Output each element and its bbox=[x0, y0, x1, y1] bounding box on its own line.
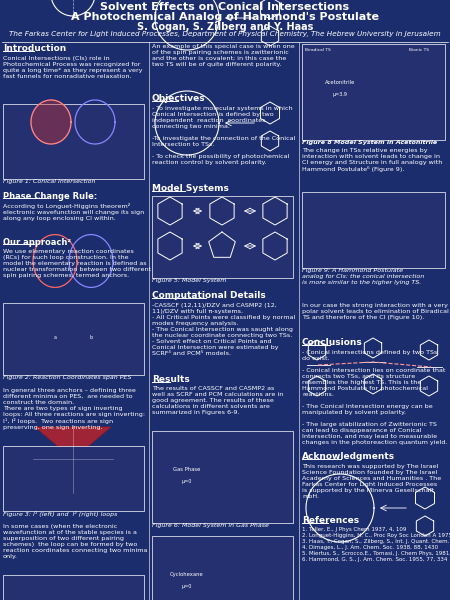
Text: The results of CASSCF and CASMP2 as
well as SCRF and PCM calculations are in
goo: The results of CASSCF and CASMP2 as well… bbox=[152, 386, 284, 415]
Text: Computational Details: Computational Details bbox=[152, 291, 266, 300]
Text: b: b bbox=[90, 335, 93, 340]
Text: In general three anchors – defining three
different minima on PES,  are needed t: In general three anchors – defining thre… bbox=[3, 388, 145, 430]
FancyBboxPatch shape bbox=[152, 536, 293, 600]
Text: Results: Results bbox=[152, 375, 190, 384]
Text: μ=3.9: μ=3.9 bbox=[333, 92, 347, 97]
Text: Figure 1: Conical Intersection: Figure 1: Conical Intersection bbox=[3, 179, 95, 184]
FancyBboxPatch shape bbox=[3, 446, 144, 511]
Polygon shape bbox=[31, 100, 71, 144]
Text: Acetonitrile: Acetonitrile bbox=[325, 80, 355, 85]
Text: Solvent Effects on Conical Intersections: Solvent Effects on Conical Intersections bbox=[100, 2, 350, 12]
Text: In some cases (when the electronic
wavefunction at of the stable species is a
su: In some cases (when the electronic wavef… bbox=[3, 524, 148, 559]
FancyBboxPatch shape bbox=[3, 303, 144, 375]
Text: Phase Change Rule:: Phase Change Rule: bbox=[3, 192, 97, 201]
Text: Figure 3: l¹ (left) and  l² (right) loops: Figure 3: l¹ (left) and l² (right) loops bbox=[3, 511, 117, 517]
FancyBboxPatch shape bbox=[3, 575, 144, 600]
Text: Figure 5: Model System: Figure 5: Model System bbox=[152, 278, 226, 283]
Text: Figure 2: Reaction Coordinates span PES: Figure 2: Reaction Coordinates span PES bbox=[3, 375, 131, 380]
Text: a: a bbox=[54, 335, 57, 340]
Text: We use elementary reaction coordinates
(RCs) for such loop construction. In the
: We use elementary reaction coordinates (… bbox=[3, 249, 151, 278]
FancyBboxPatch shape bbox=[152, 196, 293, 278]
Text: 1. Teller, E., J Phys Chem 1937, 4, 109
2. Longuet-Higgins, H. C., Proc Roy Soc : 1. Teller, E., J Phys Chem 1937, 4, 109 … bbox=[302, 527, 450, 562]
Text: Gas Phase: Gas Phase bbox=[173, 467, 201, 472]
Text: Acknowledgments: Acknowledgments bbox=[302, 452, 395, 461]
Polygon shape bbox=[35, 459, 111, 491]
Text: - To investigate molecular systems in which
Conical Intersection is defined by t: - To investigate molecular systems in wh… bbox=[152, 106, 295, 165]
Text: -CASSCF (12,11)/DZV and CASMP2 (12,
11)/DZV with full π-systems.
- All Critical : -CASSCF (12,11)/DZV and CASMP2 (12, 11)/… bbox=[152, 303, 295, 356]
Text: Conical Intersections (CIs) role in
Photochemical Process was recognized for
qui: Conical Intersections (CIs) role in Phot… bbox=[3, 56, 143, 79]
Text: - Conical intersections defined by two TSs
do exist.

- Conical intersection lie: - Conical intersections defined by two T… bbox=[302, 350, 447, 445]
FancyBboxPatch shape bbox=[3, 104, 144, 179]
Text: This research was supported by The Israel
Science Foundation founded by The Isra: This research was supported by The Israe… bbox=[302, 464, 441, 499]
Text: μ=0: μ=0 bbox=[182, 584, 192, 589]
Text: The Farkas Center for Light Induced Processes, Department of Physical Chemistry,: The Farkas Center for Light Induced Proc… bbox=[9, 31, 441, 37]
Text: Introduction: Introduction bbox=[3, 44, 66, 53]
Text: A Photochemical Analog of Hammond's Postulate: A Photochemical Analog of Hammond's Post… bbox=[71, 12, 379, 22]
Text: The change in TSs relative energies by
interaction with solvent leads to change : The change in TSs relative energies by i… bbox=[302, 148, 442, 172]
Text: Conclusions: Conclusions bbox=[302, 338, 363, 347]
Text: Model Systems: Model Systems bbox=[152, 184, 229, 193]
Text: References: References bbox=[302, 516, 359, 525]
Text: An example of this special case is when one
of the spin pairing schemes is zwitt: An example of this special case is when … bbox=[152, 44, 295, 67]
Text: Figure 8 Model System in Acetonitrile: Figure 8 Model System in Acetonitrile bbox=[302, 140, 437, 145]
Text: Biradical TS: Biradical TS bbox=[305, 48, 331, 52]
FancyBboxPatch shape bbox=[152, 431, 293, 523]
Polygon shape bbox=[35, 427, 111, 459]
Text: Bionic TS: Bionic TS bbox=[409, 48, 429, 52]
Text: Figure 6: Model System in Gas Phase: Figure 6: Model System in Gas Phase bbox=[152, 523, 269, 528]
Text: According to Longuet-Higgins theorem²
electronic wavefunction will change its si: According to Longuet-Higgins theorem² el… bbox=[3, 203, 144, 221]
Text: μ=0: μ=0 bbox=[182, 479, 192, 484]
Text: Figure 9: A Hammond Postulate
analog for CIs: the conical intersection
is more s: Figure 9: A Hammond Postulate analog for… bbox=[302, 268, 424, 285]
FancyBboxPatch shape bbox=[302, 44, 445, 140]
FancyBboxPatch shape bbox=[302, 192, 445, 268]
Text: S. Cogan, S. Zilberg and Y. Haas: S. Cogan, S. Zilberg and Y. Haas bbox=[137, 22, 313, 32]
Text: In our case the strong interaction with a very
polar solvent leads to eliminatio: In our case the strong interaction with … bbox=[302, 303, 449, 320]
Text: Our approach²: Our approach² bbox=[3, 238, 71, 247]
Text: Cyclohexane: Cyclohexane bbox=[170, 572, 204, 577]
Text: Objectives: Objectives bbox=[152, 94, 206, 103]
